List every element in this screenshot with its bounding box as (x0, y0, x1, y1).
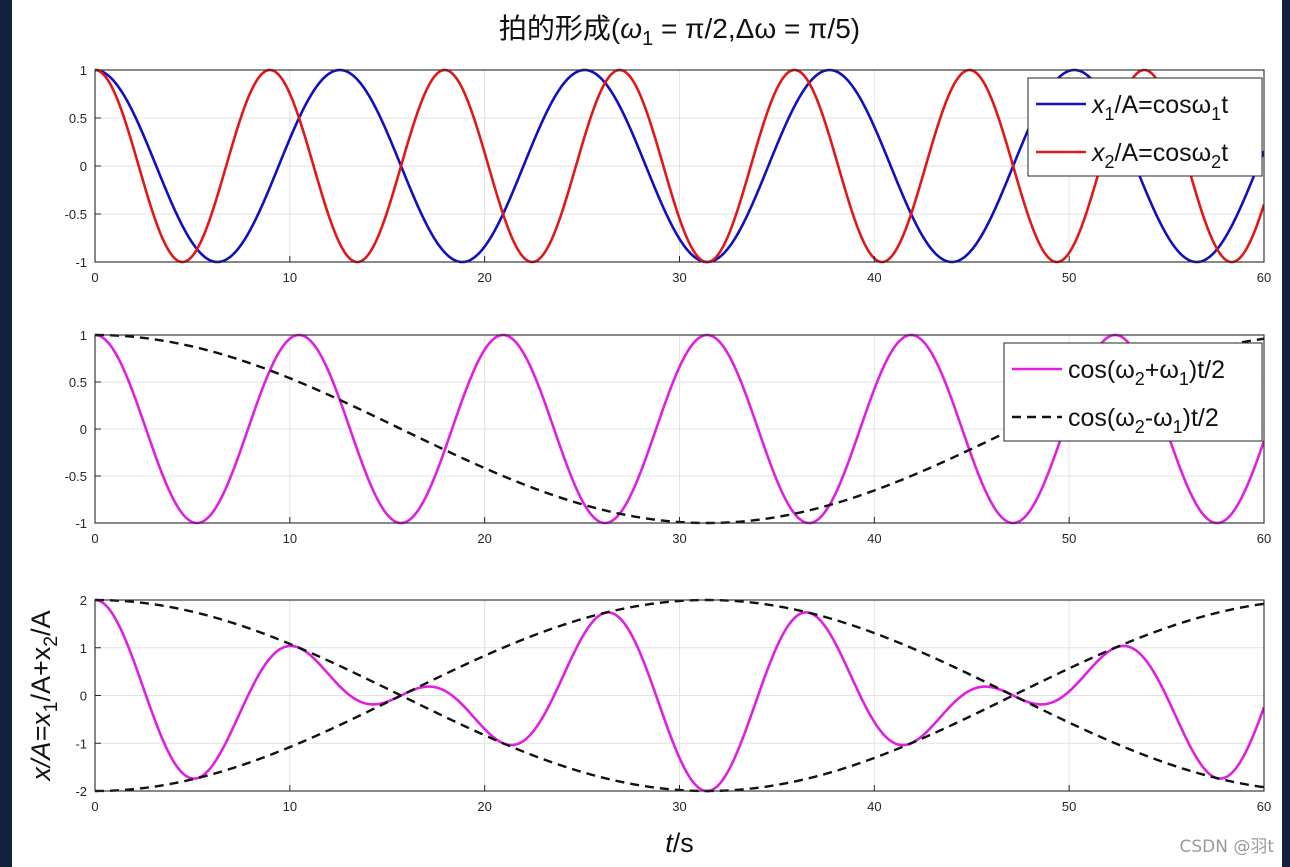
beat-chart: 拍的形成(ω1 = π/2,Δω = π/5)0 10 20 30 40 50 60-1-0… (26, 13, 1272, 858)
y-axis-label: x/A=x1/A+x2/A (26, 610, 62, 782)
panel-1-xtick-label-4: 40 (867, 270, 881, 285)
panel-3-series-3 (95, 598, 1264, 793)
y-axis-label-part-0: x/A=x (26, 711, 56, 783)
panel-1-legend-label-2-part-2: /A=cosω (1115, 139, 1212, 167)
panel-2-legend-label-1-part-1: 2 (1135, 369, 1145, 389)
chart-title-part-1: 1 (642, 28, 653, 50)
panel-2-legend-box (1003, 342, 1263, 442)
panel-3: 0 10 20 30 40 50 60 -2 -1 0 1 2 (75, 593, 1271, 814)
panel-2-ytick-label-4: 1 (80, 328, 87, 343)
panel-2-ytick-label-0: -1 (75, 516, 87, 531)
panel-1-legend-label-1-part-3: 1 (1211, 104, 1221, 124)
panel-3-xtick-label-4: 40 (867, 799, 881, 814)
y-axis-label-part-2: /A+x (26, 646, 56, 701)
panel-2-xtick-label-0: 0 (91, 531, 98, 546)
panel-1-legend-label-2-part-0: x (1091, 139, 1106, 167)
y-axis-label-part-3: 2 (40, 636, 62, 647)
chart-title-part-2: = π/2,Δω = π/5) (653, 13, 860, 44)
panel-2-ytick-label-1: -0.5 (65, 469, 87, 484)
panel-1-legend-label-2-part-3: 2 (1211, 152, 1221, 172)
panel-3-xtick-label-3: 30 (672, 799, 686, 814)
panel-3-xtick-label-5: 50 (1062, 799, 1076, 814)
panel-2-xtick-label-6: 60 (1257, 531, 1271, 546)
panel-1-legend-label-2-part-4: t (1221, 139, 1228, 167)
figure-canvas: 拍的形成(ω1 = π/2,Δω = π/5) 0 10 20 30 40 50 60 -1 -0… (12, 0, 1282, 867)
panel-2-legend-label-1-part-2: +ω (1145, 356, 1179, 384)
panel-3-ytick-label-3: 1 (80, 641, 87, 656)
panel-1-xtick-label-6: 60 (1257, 270, 1271, 285)
panel-3-ytick-label-0: -2 (75, 784, 87, 799)
panel-2-xtick-label-3: 30 (672, 531, 686, 546)
panel-3-ytick-label-1: -1 (75, 736, 87, 751)
panel-2-legend-label-1-part-0: cos(ω (1068, 356, 1135, 384)
panel-1-series-2 (95, 68, 1264, 264)
panel-1-ytick-label-0: -1 (75, 255, 87, 270)
panel-2-xtick-label-4: 40 (867, 531, 881, 546)
panel-2-legend-label-1-part-3: 1 (1179, 369, 1189, 389)
y-axis-label-group: x/A=x1/A+x2/A (26, 610, 62, 782)
panel-1: 0 10 20 30 40 50 60-1-0.500.51x1/A=cosω1tx2/A=… (65, 63, 1272, 285)
panel-3-series-1 (95, 598, 1264, 793)
panel-1-legend-label-1-part-1: 1 (1105, 104, 1115, 124)
panel-1-xtick-label-2: 20 (477, 270, 491, 285)
panel-1-legend-label-1-part-2: /A=cosω (1115, 91, 1212, 119)
panel-1-legend-label-2: x2/A=cosω2t (1091, 139, 1228, 172)
panel-1-xtick-label-3: 30 (672, 270, 686, 285)
y-axis-label-part-1: 1 (40, 702, 62, 713)
panel-1-legend-label-1: x1/A=cosω1t (1091, 91, 1228, 124)
panel-2-legend-label-2-part-4: )t/2 (1183, 404, 1219, 432)
x-axis-label: t/s (665, 828, 694, 858)
chart-title-part-0: ω (620, 13, 642, 44)
y-axis-label-part-4: /A (26, 610, 56, 636)
panel-2-legend-label-1-part-4: )t/2 (1189, 356, 1225, 384)
panel-1-legend-label-2-part-1: 2 (1105, 152, 1115, 172)
panel-2-legend-label-2: cos(ω2-ω1)t/2 (1068, 404, 1219, 437)
panel-3-xtick-label-1: 10 (283, 799, 297, 814)
panel-3-xtick-label-0: 0 (91, 799, 98, 814)
panel-2-xtick-label-5: 50 (1062, 531, 1076, 546)
panel-1-series-1 (95, 68, 1264, 264)
panel-2-xtick-label-2: 20 (477, 531, 491, 546)
panel-1-legend-label-1-part-0: x (1091, 91, 1106, 119)
panel-3-xtick-label-6: 60 (1257, 799, 1271, 814)
panel-1-ytick-label-3: 0.5 (69, 111, 87, 126)
panel-2-legend-label-2-part-1: 2 (1135, 417, 1145, 437)
panel-1-legend-label-1-part-4: t (1221, 91, 1228, 119)
chart-title-prefix: 拍的形成( (499, 13, 621, 44)
watermark: CSDN @羽t (1179, 837, 1274, 857)
panel-1-xtick-label-1: 10 (283, 270, 297, 285)
panel-3-ytick-label-4: 2 (80, 593, 87, 608)
x-axis-label-part-0: t (665, 828, 674, 858)
panel-2-legend-label-2-part-0: cos(ω (1068, 404, 1135, 432)
panel-1-legend-box (1027, 77, 1263, 177)
panel-2: 0 10 20 30 40 50 60-1-0.500.51cos(ω2+ω1)t/2cos… (65, 328, 1272, 546)
chart-title: 拍的形成(ω1 = π/2,Δω = π/5) (499, 13, 860, 50)
panel-2-xtick-label-1: 10 (283, 531, 297, 546)
panel-2-legend-label-2-part-2: -ω (1145, 404, 1173, 432)
panel-1-ytick-label-2: 0 (80, 159, 87, 174)
panel-2-ytick-label-2: 0 (80, 422, 87, 437)
x-axis-label-part-1: /s (673, 828, 694, 858)
panel-2-legend-label-1: cos(ω2+ω1)t/2 (1068, 356, 1225, 389)
panel-3-ytick-label-2: 0 (80, 689, 87, 704)
panel-1-ytick-label-1: -0.5 (65, 207, 87, 222)
panel-2-ytick-label-3: 0.5 (69, 375, 87, 390)
panel-1-ytick-label-4: 1 (80, 63, 87, 78)
panel-3-xtick-label-2: 20 (477, 799, 491, 814)
panel-2-legend-label-2-part-3: 1 (1173, 417, 1183, 437)
panel-1-xtick-label-5: 50 (1062, 270, 1076, 285)
panel-1-xtick-label-0: 0 (91, 270, 98, 285)
